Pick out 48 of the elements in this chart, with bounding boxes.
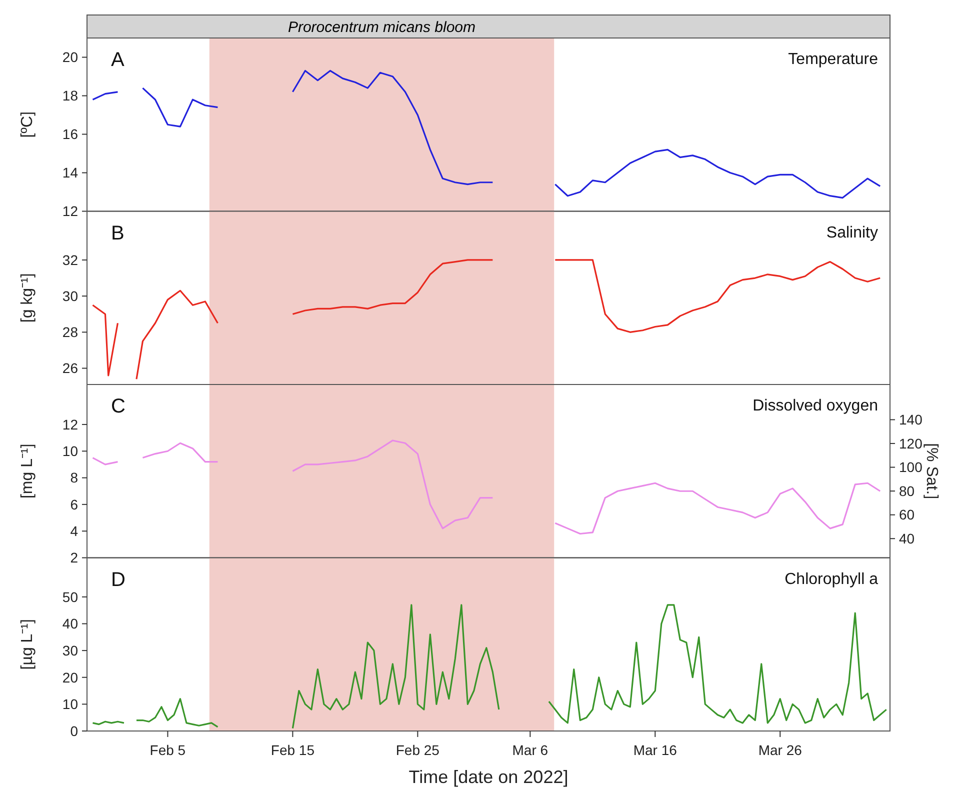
annotation: B — [111, 222, 124, 244]
y-tick-label: 28 — [62, 324, 78, 340]
y-axis-title: [mg L⁻¹] — [19, 444, 36, 499]
y-tick-label: 30 — [62, 642, 78, 658]
y-tick-label: 8 — [70, 470, 78, 486]
annotation: C — [111, 396, 126, 418]
y-tick-label: 32 — [62, 252, 78, 268]
annotation: D — [111, 568, 126, 591]
x-tick-label: Mar 26 — [758, 742, 802, 758]
y2-tick-label: 120 — [899, 435, 923, 452]
y-axis-title: [ºC] — [19, 111, 36, 138]
y2-axis-title: [% Sat.] — [923, 443, 940, 500]
x-tick-label: Feb 25 — [396, 742, 440, 758]
y-tick-label: 10 — [62, 696, 78, 712]
y-tick-label: 4 — [70, 522, 78, 539]
y-tick-label: 50 — [62, 588, 78, 605]
band-label: Prorocentrum micans bloom — [288, 19, 476, 36]
text: Chlorophyll a — [784, 570, 878, 588]
y2-tick-label: 60 — [899, 506, 915, 523]
x-tick-label: Mar 6 — [512, 742, 548, 758]
y-tick-label: 6 — [70, 496, 78, 512]
x-axis-title: Time [date on 2022] — [408, 767, 568, 787]
y-tick-label: 12 — [62, 203, 78, 220]
y-tick-label: 18 — [62, 88, 78, 104]
y-tick-label: 26 — [62, 360, 78, 376]
y-axis-title: [µg L⁻¹] — [19, 619, 36, 670]
y2-tick-label: 100 — [899, 459, 923, 476]
annotation: A — [111, 49, 125, 71]
y-tick-label: 40 — [62, 616, 78, 632]
y2-tick-label: 80 — [899, 482, 915, 499]
text: Temperature — [788, 51, 878, 68]
y2-tick-label: 140 — [899, 412, 923, 428]
text: Dissolved oxygen — [752, 398, 878, 414]
y-tick-label: 20 — [62, 669, 78, 686]
x-tick-label: Feb 5 — [150, 742, 186, 758]
y-axis-title: [g kg⁻¹] — [19, 273, 36, 323]
y-tick-label: 16 — [62, 126, 78, 142]
text: Salinity — [826, 224, 878, 242]
y-tick-label: 2 — [70, 550, 78, 566]
y-tick-label: 10 — [62, 443, 78, 460]
y2-tick-label: 40 — [899, 530, 915, 547]
y-tick-label: 30 — [62, 288, 78, 304]
y-tick-label: 14 — [62, 164, 78, 181]
x-tick-label: Feb 15 — [270, 742, 315, 758]
y-tick-label: 0 — [70, 722, 78, 739]
y-tick-label: 20 — [62, 49, 78, 66]
x-tick-label: Mar 16 — [633, 742, 678, 758]
y-tick-label: 12 — [62, 416, 78, 432]
